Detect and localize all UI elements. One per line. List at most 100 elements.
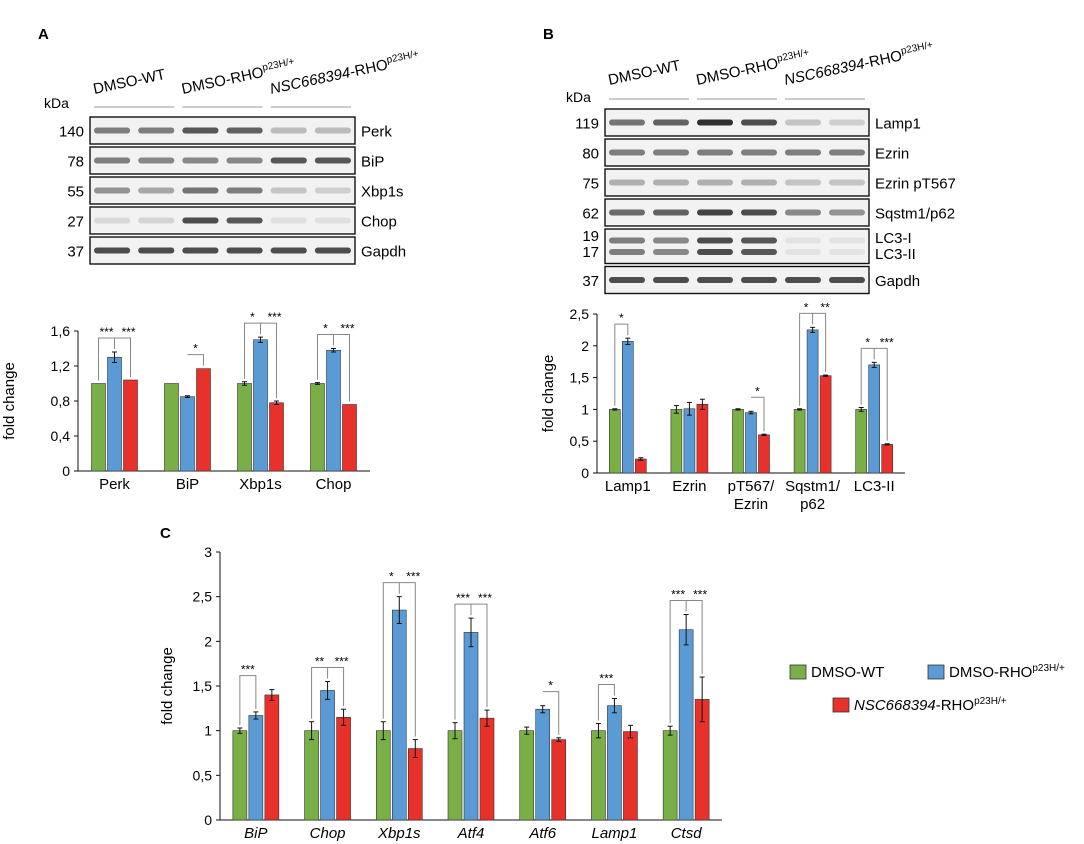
panel-b-significance-label: * — [865, 335, 870, 349]
panel-c-significance-label: * — [389, 570, 394, 584]
panel-c-significance-bracket — [382, 582, 400, 719]
panel-b-band — [785, 277, 821, 283]
panel-c-bar — [607, 705, 622, 821]
panel-a-bar — [326, 349, 341, 472]
panel-c-significance-label: *** — [671, 588, 685, 602]
panel-a-y-tick-label: 1,6 — [51, 323, 71, 339]
panel-b-band — [741, 179, 777, 186]
panel-c-y-tick-label: 0,5 — [193, 767, 213, 783]
panel-b-band — [829, 119, 865, 126]
panel-a-mw-label: 55 — [67, 184, 84, 201]
panel-b-bar — [806, 329, 819, 474]
panel-a-significance-label: * — [250, 310, 255, 324]
panel-b-band — [697, 277, 733, 283]
panel-b-lane-header: DMSO-WT — [607, 57, 682, 89]
panel-a-category-label: Perk — [99, 476, 130, 493]
panel-b-bar — [881, 444, 894, 474]
panel-a-y-tick-label: 0,4 — [51, 428, 71, 444]
panel-a-significance-bracket — [114, 337, 131, 377]
panel-c-category-label: Xbp1s — [377, 825, 421, 842]
panel-a-band — [226, 217, 263, 224]
panel-b-band — [785, 149, 821, 156]
panel-b-band — [741, 119, 777, 126]
panel-b-band — [653, 277, 689, 283]
panel-b-y-tick-label: 0 — [581, 465, 589, 481]
panel-a-bar — [196, 368, 211, 472]
panel-b-significance-bracket — [799, 312, 814, 406]
panel-a-bar — [269, 402, 284, 472]
panel-c-category-label: Chop — [310, 825, 346, 842]
panel-b-y-axis-label: fold change — [540, 355, 557, 433]
panel-c-category-label: Atf4 — [457, 825, 485, 842]
panel-a-band — [314, 217, 351, 224]
panel-a-band — [270, 127, 307, 134]
panel-b-mw-label: 80 — [582, 146, 599, 163]
panel-b-mw-label: 119 — [575, 116, 599, 133]
panel-a-bar — [253, 339, 268, 472]
panel-b-bar — [696, 404, 709, 474]
panel-b-bar — [634, 458, 647, 474]
panel-b-band — [829, 277, 865, 283]
panel-b-category-label: Sqstm1/ — [785, 478, 841, 495]
legend-swatch — [927, 664, 945, 680]
panel-c-significance-label: *** — [693, 588, 707, 602]
panel-a-band — [270, 157, 307, 164]
panel-c-bar — [320, 690, 335, 821]
panel-a-significance-bracket — [98, 337, 115, 381]
panel-b-significance-label: ** — [820, 300, 830, 314]
panel-c-category-label: BiP — [244, 825, 267, 842]
panel-b-bar — [670, 409, 683, 474]
panel-b-blot-row — [604, 138, 870, 167]
panel-b-band — [697, 237, 733, 244]
panel-c-y-tick-label: 1 — [204, 723, 212, 739]
panel-c-y-tick-label: 1,5 — [193, 678, 213, 694]
panel-a-band — [270, 247, 307, 254]
panel-a-significance-label: * — [193, 342, 198, 356]
panel-b-bar — [608, 409, 621, 474]
panel-b-band — [609, 249, 645, 255]
panel-b-y-tick-label: 1 — [581, 401, 589, 417]
panel-c-significance-label: *** — [241, 663, 255, 677]
panel-c-letter: C — [160, 525, 171, 542]
panel-c-bar — [391, 609, 407, 821]
panel-c-significance-bracket — [454, 603, 472, 720]
panel-a-band — [226, 247, 263, 254]
panel-a-bar — [342, 404, 357, 472]
panel-c-significance-bracket — [597, 684, 615, 721]
panel-b-mw-label: 62 — [582, 206, 599, 223]
panel-a-band — [270, 187, 307, 194]
panel-b-band — [697, 209, 733, 216]
panel-b-significance-bracket — [860, 347, 875, 405]
panel-b-band — [609, 237, 645, 244]
panel-a-y-tick-label: 0 — [62, 463, 70, 479]
panel-b-band — [609, 209, 645, 216]
panel-a-significance-bracket — [260, 322, 277, 398]
panel-a-significance-label: * — [323, 322, 328, 336]
panel-c-significance-label: *** — [478, 591, 492, 605]
panel-a-protein-label: BiP — [361, 154, 384, 171]
panel-b-significance-bracket — [751, 396, 765, 432]
panel-c-significance-bracket — [542, 691, 560, 735]
panel-c-significance-bracket — [471, 603, 488, 708]
panel-c-significance-label: *** — [456, 591, 470, 605]
panel-b-band — [653, 249, 689, 255]
panel-b-y-tick-label: 2 — [581, 338, 589, 354]
panel-a-blot-row — [89, 206, 356, 235]
panel-c-bar — [232, 730, 248, 821]
legend: DMSO-WT DMSO-RHOp23H/+ NSC668394-RHOp23H/+ — [789, 663, 1065, 714]
panel-a-band — [138, 187, 175, 194]
panel-b-y-tick-label: 1,5 — [570, 370, 590, 386]
panel-c-y-axis-label: fold change — [159, 647, 176, 725]
panel-c-bar — [447, 730, 463, 821]
panel-b-band — [785, 237, 821, 244]
panel-b-blot-row — [604, 265, 870, 295]
panel-a-band — [314, 157, 351, 164]
panel-b-bar — [868, 364, 881, 474]
panel-a-protein-label: Xbp1s — [361, 184, 404, 201]
panel-a-protein-label: Gapdh — [361, 244, 406, 261]
panel-c-significance-bracket — [669, 600, 687, 724]
panel-c-significance-label: *** — [406, 570, 420, 584]
panel-a-blot-row — [89, 116, 356, 145]
panel-b-band — [785, 179, 821, 186]
